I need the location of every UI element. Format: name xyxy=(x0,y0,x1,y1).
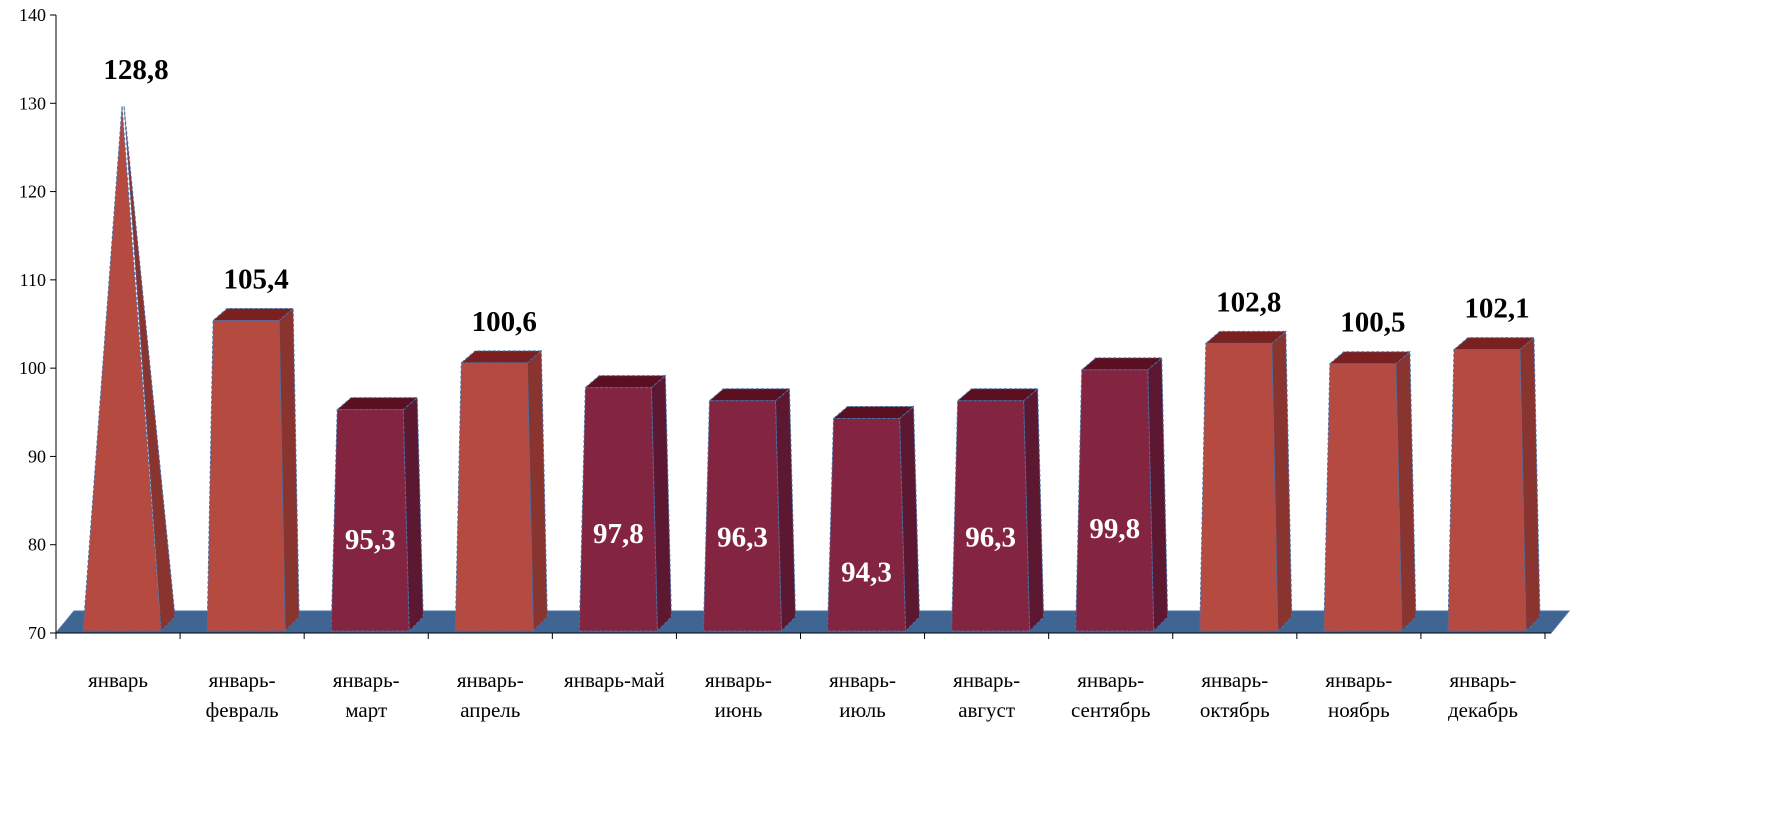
bar-side xyxy=(1023,387,1045,633)
x-category-label: январь-декабрь xyxy=(1448,668,1518,722)
x-category-label-line: декабрь xyxy=(1448,698,1518,722)
bar-top xyxy=(956,388,1039,402)
bar-top xyxy=(1080,357,1164,371)
bar-top xyxy=(211,307,295,321)
x-category-label-line: январь- xyxy=(705,668,772,692)
x-category-label: январь-сентябрь xyxy=(1071,668,1150,722)
x-category-label-line: январь- xyxy=(457,668,524,692)
bar-top xyxy=(584,375,667,389)
x-category-label-line: январь- xyxy=(953,668,1020,692)
bar-top xyxy=(832,405,915,419)
bar-top xyxy=(1204,330,1288,344)
x-category-label: январь-ноябрь xyxy=(1325,668,1392,722)
bar xyxy=(206,319,286,632)
x-category-label-line: март xyxy=(345,698,387,722)
x-category-label-line: январь- xyxy=(333,668,400,692)
x-category-label-line: январь- xyxy=(1077,668,1144,692)
x-category-label-line: январь- xyxy=(1325,668,1392,692)
x-category-label-line: август xyxy=(958,698,1015,722)
bar-top xyxy=(1328,351,1412,365)
bar xyxy=(1323,363,1403,632)
bar-top xyxy=(335,397,419,411)
data-label: 95,3 xyxy=(345,524,396,556)
x-category-label-line: январь- xyxy=(829,668,896,692)
x-category-label-line: февраль xyxy=(206,698,279,722)
x-category-label-line: сентябрь xyxy=(1071,698,1150,722)
x-category-label: январь-июнь xyxy=(705,668,772,722)
x-category-label: январь-апрель xyxy=(457,668,524,722)
bar xyxy=(1075,369,1155,632)
x-category-label: январь-март xyxy=(333,668,400,722)
data-label: 102,8 xyxy=(1216,286,1281,318)
x-category-label-line: январь- xyxy=(1201,668,1268,692)
bar xyxy=(82,105,162,632)
x-category-label-line: январь xyxy=(88,668,148,692)
y-tick-label: 130 xyxy=(19,93,46,113)
x-category-label: январь-октябрь xyxy=(1200,668,1270,722)
data-label: 100,5 xyxy=(1340,307,1405,339)
bar xyxy=(1447,349,1527,632)
bar xyxy=(951,400,1031,632)
bar xyxy=(1199,342,1279,632)
data-label: 96,3 xyxy=(965,522,1016,554)
x-category-label-line: июль xyxy=(839,698,885,722)
data-label: 128,8 xyxy=(103,54,168,86)
x-category-label-line: июнь xyxy=(715,698,763,722)
y-tick-label: 140 xyxy=(19,5,46,25)
bar-top xyxy=(459,350,543,364)
x-category-label: январь-июль xyxy=(829,668,896,722)
bar-side xyxy=(1147,356,1169,633)
data-label: 94,3 xyxy=(841,556,892,588)
y-tick-label: 90 xyxy=(28,446,46,466)
x-category-label: январь-май xyxy=(564,668,665,692)
bar xyxy=(702,400,782,632)
bar-side xyxy=(123,105,176,633)
x-category-label-line: ноябрь xyxy=(1328,698,1390,722)
x-category-label-line: январь-май xyxy=(564,668,665,692)
x-category-label-line: октябрь xyxy=(1200,698,1270,722)
bar-top xyxy=(1452,337,1536,351)
bar xyxy=(330,409,410,632)
bar xyxy=(827,417,907,632)
bar xyxy=(578,387,658,632)
x-category-label-line: январь- xyxy=(209,668,276,692)
data-label: 99,8 xyxy=(1089,513,1140,545)
bar-top xyxy=(708,388,791,402)
y-tick-label: 100 xyxy=(19,358,46,378)
data-label: 102,1 xyxy=(1464,293,1529,325)
x-category-label-line: январь- xyxy=(1449,668,1516,692)
bar xyxy=(454,362,534,632)
y-tick-label: 80 xyxy=(28,535,46,555)
x-category-label: январь-август xyxy=(953,668,1020,722)
x-category-label: январь xyxy=(88,668,148,692)
y-tick-label: 70 xyxy=(28,623,46,643)
bar-side xyxy=(774,387,796,633)
data-label: 97,8 xyxy=(593,518,644,550)
y-tick-label: 120 xyxy=(19,182,46,202)
data-label: 96,3 xyxy=(717,522,768,554)
x-category-label: январь-февраль xyxy=(206,668,279,722)
y-tick-label: 110 xyxy=(20,270,46,290)
data-label: 100,6 xyxy=(472,306,537,338)
x-category-label-line: апрель xyxy=(460,698,520,722)
data-label: 105,4 xyxy=(224,263,289,295)
